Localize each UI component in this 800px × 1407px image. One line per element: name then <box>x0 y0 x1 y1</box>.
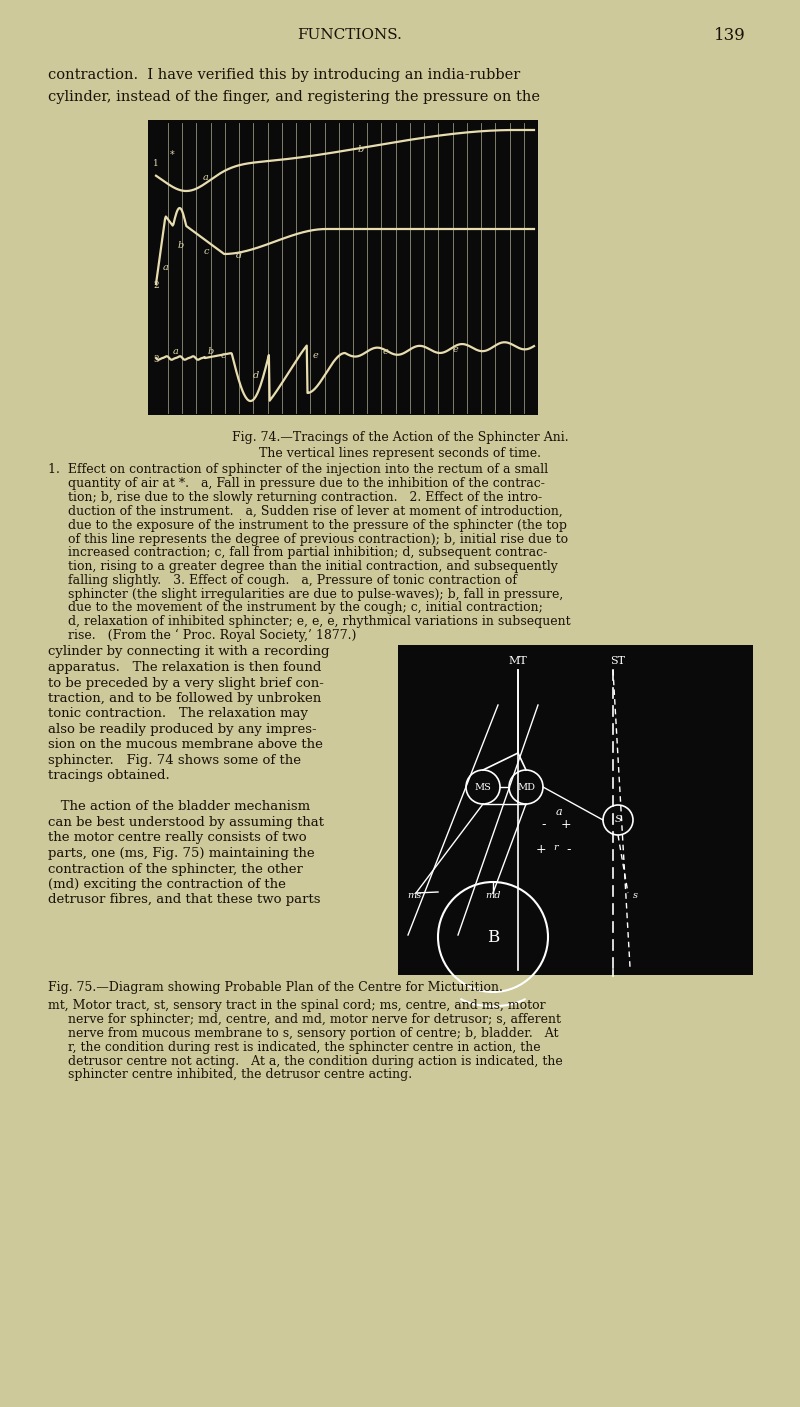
Text: e: e <box>453 346 458 355</box>
Text: e: e <box>383 348 389 356</box>
Text: +: + <box>561 817 572 832</box>
Text: detrusor centre not acting.   At a, the condition during action is indicated, th: detrusor centre not acting. At a, the co… <box>48 1055 562 1068</box>
Text: a: a <box>173 348 179 356</box>
Text: md: md <box>486 891 501 900</box>
Text: ms: ms <box>407 891 421 900</box>
Text: FUNCTIONS.: FUNCTIONS. <box>298 28 402 42</box>
Text: contraction of the sphincter, the other: contraction of the sphincter, the other <box>48 862 303 875</box>
Text: ST: ST <box>610 656 626 666</box>
Text: detrusor fibres, and that these two parts: detrusor fibres, and that these two part… <box>48 893 321 906</box>
Text: nerve from mucous membrane to s, sensory portion of centre; b, bladder.   At: nerve from mucous membrane to s, sensory… <box>48 1027 558 1040</box>
Text: r: r <box>553 843 558 853</box>
Text: sphincter (the slight irregularities are due to pulse-waves); b, fall in pressur: sphincter (the slight irregularities are… <box>48 588 563 601</box>
Text: s: s <box>633 891 638 900</box>
Text: a: a <box>203 173 209 183</box>
Text: parts, one (ms, Fig. 75) maintaining the: parts, one (ms, Fig. 75) maintaining the <box>48 847 314 860</box>
Text: b: b <box>178 241 184 249</box>
Text: tion, rising to a greater degree than the initial contraction, and subsequently: tion, rising to a greater degree than th… <box>48 560 558 573</box>
Text: Fig. 75.—Diagram showing Probable Plan of the Centre for Micturition.: Fig. 75.—Diagram showing Probable Plan o… <box>48 982 503 995</box>
Text: d: d <box>236 250 242 259</box>
Text: tonic contraction.   The relaxation may: tonic contraction. The relaxation may <box>48 708 308 720</box>
Text: apparatus.   The relaxation is then found: apparatus. The relaxation is then found <box>48 661 322 674</box>
Text: due to the exposure of the instrument to the pressure of the sphincter (the top: due to the exposure of the instrument to… <box>48 519 567 532</box>
Text: +: + <box>536 843 546 855</box>
Text: to be preceded by a very slight brief con-: to be preceded by a very slight brief co… <box>48 677 324 689</box>
Text: d, relaxation of inhibited sphincter; e, e, e, rhythmical variations in subseque: d, relaxation of inhibited sphincter; e,… <box>48 615 570 629</box>
Text: r, the condition during rest is indicated, the sphincter centre in action, the: r, the condition during rest is indicate… <box>48 1041 541 1054</box>
Text: also be readily produced by any impres-: also be readily produced by any impres- <box>48 723 317 736</box>
Text: cylinder, instead of the finger, and registering the pressure on the: cylinder, instead of the finger, and reg… <box>48 90 540 104</box>
Text: *: * <box>170 151 174 160</box>
Text: sphincter.   Fig. 74 shows some of the: sphincter. Fig. 74 shows some of the <box>48 754 301 767</box>
Text: mt, Motor tract, st, sensory tract in the spinal cord; ms, centre, and ms, motor: mt, Motor tract, st, sensory tract in th… <box>48 999 546 1013</box>
Text: 1: 1 <box>153 159 158 167</box>
Text: MD: MD <box>517 782 535 792</box>
Text: The action of the bladder mechanism: The action of the bladder mechanism <box>48 801 310 813</box>
Text: of this line represents the degree of previous contraction); b, initial rise due: of this line represents the degree of pr… <box>48 532 568 546</box>
Text: nerve for sphincter; md, centre, and md, motor nerve for detrusor; s, afferent: nerve for sphincter; md, centre, and md,… <box>48 1013 561 1026</box>
Text: (md) exciting the contraction of the: (md) exciting the contraction of the <box>48 878 286 891</box>
Text: Fig. 74.—Tracings of the Action of the Sphincter Ani.: Fig. 74.—Tracings of the Action of the S… <box>232 432 568 445</box>
Text: MS: MS <box>474 782 491 792</box>
Text: c: c <box>221 350 226 360</box>
Text: quantity of air at *.   a, Fall in pressure due to the inhibition of the contrac: quantity of air at *. a, Fall in pressur… <box>48 477 545 490</box>
Text: -: - <box>566 843 570 855</box>
Text: 2: 2 <box>153 280 158 290</box>
Text: a: a <box>556 808 562 817</box>
Text: duction of the instrument.   a, Sudden rise of lever at moment of introduction,: duction of the instrument. a, Sudden ris… <box>48 505 562 518</box>
Bar <box>398 644 753 975</box>
Text: The vertical lines represent seconds of time.: The vertical lines represent seconds of … <box>259 446 541 460</box>
Text: contraction.  I have verified this by introducing an india-rubber: contraction. I have verified this by int… <box>48 68 520 82</box>
Text: due to the movement of the instrument by the cough; c, initial contraction;: due to the movement of the instrument by… <box>48 602 543 615</box>
Text: the motor centre really consists of two: the motor centre really consists of two <box>48 832 306 844</box>
Text: e: e <box>313 350 318 360</box>
Text: -: - <box>541 817 546 832</box>
Text: 3: 3 <box>153 356 158 364</box>
Text: falling slightly.   3. Effect of cough.   a, Pressure of tonic contraction of: falling slightly. 3. Effect of cough. a,… <box>48 574 517 587</box>
Text: c: c <box>204 248 210 256</box>
Text: 139: 139 <box>714 27 746 44</box>
Text: can be best understood by assuming that: can be best understood by assuming that <box>48 816 324 829</box>
Bar <box>148 120 538 415</box>
Text: traction, and to be followed by unbroken: traction, and to be followed by unbroken <box>48 692 322 705</box>
Text: tion; b, rise due to the slowly returning contraction.   2. Effect of the intro-: tion; b, rise due to the slowly returnin… <box>48 491 542 504</box>
Text: d: d <box>253 370 259 380</box>
Text: sphincter centre inhibited, the detrusor centre acting.: sphincter centre inhibited, the detrusor… <box>48 1068 412 1082</box>
Text: B: B <box>487 929 499 946</box>
Text: rise.   (From the ‘ Proc. Royal Society,’ 1877.): rise. (From the ‘ Proc. Royal Society,’ … <box>48 629 356 642</box>
Text: tracings obtained.: tracings obtained. <box>48 770 170 782</box>
Text: MT: MT <box>509 656 527 666</box>
Text: 1.  Effect on contraction of sphincter of the injection into the rectum of a sma: 1. Effect on contraction of sphincter of… <box>48 463 548 477</box>
Text: sion on the mucous membrane above the: sion on the mucous membrane above the <box>48 739 323 751</box>
Text: a: a <box>163 263 169 273</box>
Text: cylinder by connecting it with a recording: cylinder by connecting it with a recordi… <box>48 646 330 658</box>
Text: S: S <box>614 816 622 825</box>
Text: b: b <box>208 348 214 356</box>
Text: b: b <box>358 145 364 155</box>
Text: increased contraction; c, fall from partial inhibition; d, subsequent contrac-: increased contraction; c, fall from part… <box>48 546 547 560</box>
